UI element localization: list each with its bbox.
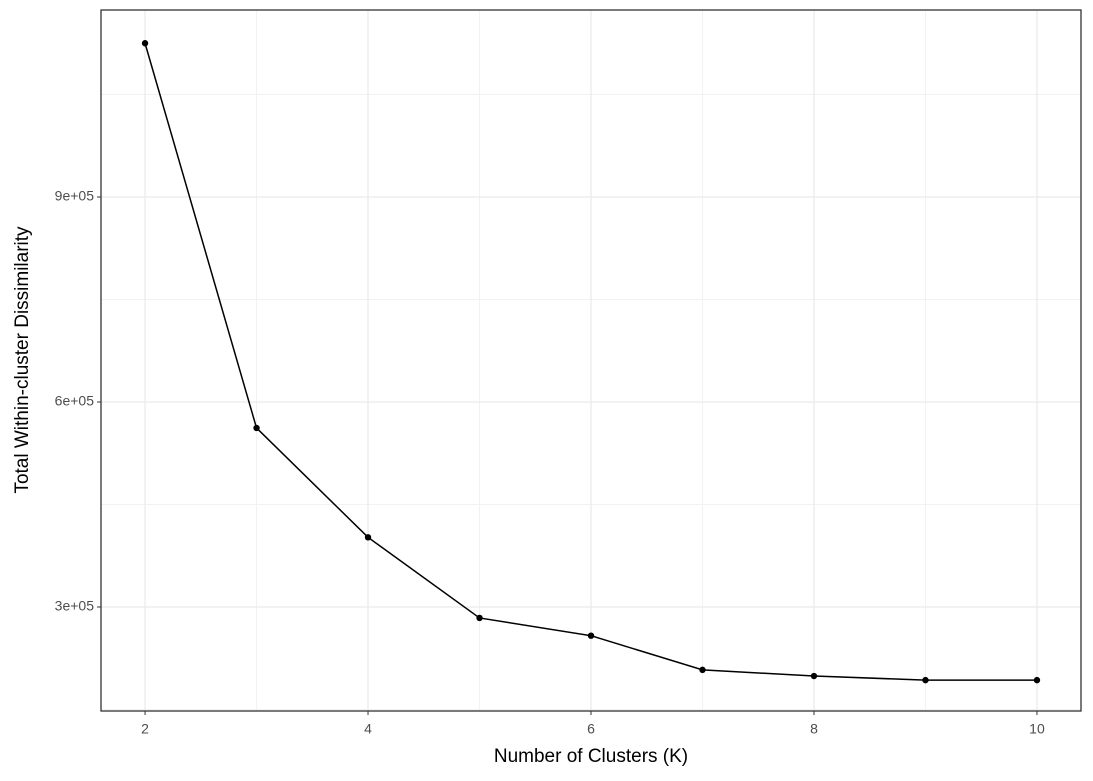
point	[364, 534, 372, 541]
x-tick-label: 8	[810, 721, 818, 737]
x-tick-label: 4	[364, 721, 372, 737]
point	[476, 614, 483, 622]
point	[253, 424, 260, 432]
y-tick-label: 6e+05	[55, 393, 95, 409]
point	[922, 676, 929, 684]
y-tick-label: 9e+05	[55, 188, 95, 204]
y-axis-title: Total Within-cluster Dissimilarity	[12, 226, 33, 494]
point	[699, 666, 706, 674]
point	[1033, 676, 1041, 684]
x-tick-label: 10	[1029, 721, 1045, 737]
point	[587, 632, 595, 639]
x-tick-label: 2	[141, 721, 149, 737]
point	[141, 40, 149, 47]
x-axis-title: Number of Clusters (K)	[494, 746, 688, 767]
y-tick-label: 3e+05	[55, 598, 95, 614]
point	[810, 672, 818, 680]
x-tick-label: 6	[587, 721, 595, 737]
plot-border	[100, 9, 1082, 712]
